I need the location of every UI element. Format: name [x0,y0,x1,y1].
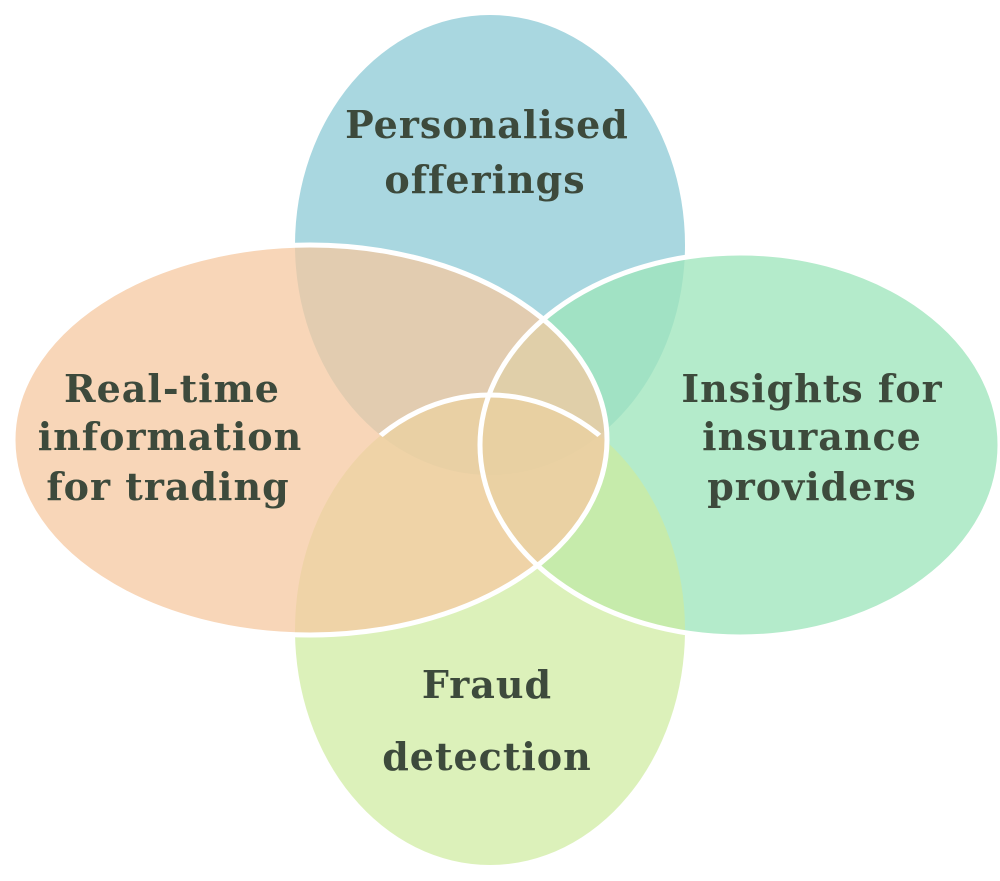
label-real-time-line1: Real-time [64,366,280,411]
label-fraud-detection-line2: detection [382,734,592,779]
label-personalised-offerings-line1: Personalised [345,102,629,147]
label-insights-line2: insurance [702,414,922,459]
label-insights-line3: providers [707,464,917,509]
ellipse-outline-left [10,242,610,638]
label-personalised-offerings-line2: offerings [384,157,585,202]
ellipse-outline-right [477,250,1000,640]
label-real-time-line2: information [38,414,303,459]
ellipse-real-time-information-for-trading [13,245,607,635]
label-insights-line1: Insights for [681,366,942,411]
label-fraud-detection-line1: Fraud [422,662,552,707]
ellipse-outline-bottom [295,392,685,475]
label-real-time-line3: for trading [46,464,289,509]
